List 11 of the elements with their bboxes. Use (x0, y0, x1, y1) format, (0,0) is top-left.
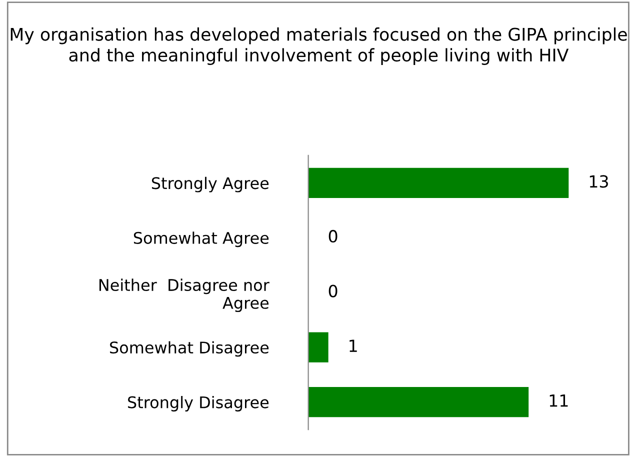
chart-title: My organisation has developed materials focused on the GIPA principle and the meaningful involvement of people living with HIV (10, 27, 627, 65)
y-tick-label: Somewhat Disagree (110, 341, 269, 357)
data-label: 1 (350, 340, 357, 352)
data-label: 0 (328, 284, 338, 298)
y-tick-label: Neither Disagree nor Agree (99, 278, 270, 312)
data-label: 11 (550, 394, 568, 407)
y-tick-label: Strongly Agree (152, 176, 269, 192)
y-tick-label: Somewhat Agree (134, 232, 269, 248)
data-label: 0 (328, 230, 338, 243)
data-label: 13 (590, 175, 608, 188)
y-tick-label: Strongly Disagree (128, 396, 269, 412)
